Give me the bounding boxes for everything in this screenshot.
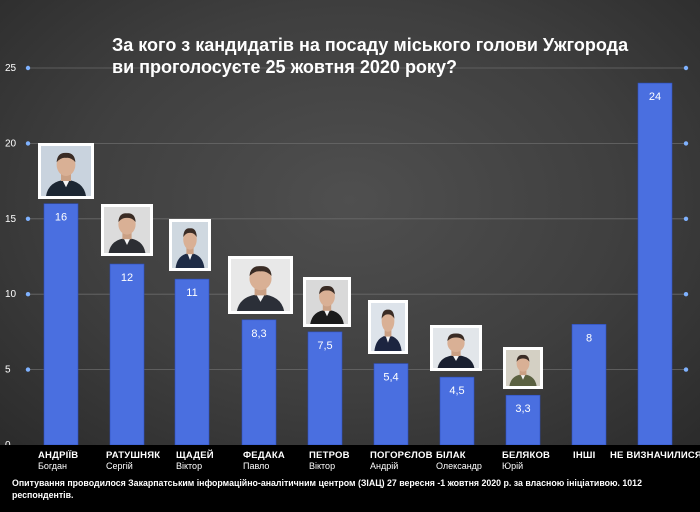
bar-value-label: 8,3 bbox=[251, 328, 266, 340]
bar-value-label: 8 bbox=[586, 332, 592, 344]
y-tick-label: 10 bbox=[5, 289, 17, 300]
y-tick-label: 5 bbox=[5, 365, 11, 376]
gridline-dot-right bbox=[683, 292, 689, 297]
category-label: ПОГОРЄЛОВ Андрій bbox=[370, 450, 433, 472]
category-label: ФЕДАКА Павло bbox=[243, 450, 285, 472]
bar bbox=[174, 278, 210, 445]
category-label: ПЕТРОВ Віктор bbox=[309, 450, 350, 472]
candidate-photo-bilak bbox=[430, 325, 482, 371]
category-surname: ПЕТРОВ bbox=[309, 450, 350, 461]
gridline-dot-left bbox=[25, 141, 31, 146]
candidate-photo-petrov bbox=[303, 277, 351, 327]
category-first-name: Андрій bbox=[370, 461, 399, 471]
candidate-photo-andriiv bbox=[38, 143, 94, 199]
category-surname: РАТУШНЯК bbox=[106, 450, 161, 461]
category-first-name: Юрій bbox=[502, 461, 524, 471]
bar bbox=[109, 263, 145, 445]
bar-value-label: 11 bbox=[186, 287, 197, 299]
bar bbox=[505, 394, 541, 445]
category-first-name: Віктор bbox=[309, 461, 336, 471]
category-label: ІНШІ bbox=[573, 450, 596, 461]
bar bbox=[571, 324, 607, 445]
candidate-photo-pohorielov bbox=[368, 300, 408, 354]
bar bbox=[43, 203, 79, 445]
bar-value-label: 7,5 bbox=[317, 340, 332, 352]
gridline-dot-right bbox=[683, 367, 689, 372]
gridline-dot-right bbox=[683, 216, 689, 221]
category-label: НЕ ВИЗНАЧИЛИСЯ bbox=[610, 450, 700, 461]
bar bbox=[307, 331, 343, 445]
category-surname: БІЛАК bbox=[436, 450, 466, 461]
category-surname: БЕЛЯКОВ bbox=[502, 450, 551, 461]
survey-footnote: Опитування проводилося Закарпатським інф… bbox=[12, 478, 642, 500]
category-first-name: Олександр bbox=[436, 461, 482, 471]
category-first-name: Богдан bbox=[38, 461, 68, 471]
category-surname: ІНШІ bbox=[573, 450, 596, 461]
bar-chart: 0 5 10 15 20 25 16 12 11 8,3 7,5 5,4 4,5 3,3 8 24 bbox=[5, 63, 689, 445]
y-tick-label: 15 bbox=[5, 214, 17, 225]
bar-value-label: 16 bbox=[55, 212, 67, 224]
category-first-name: Павло bbox=[243, 461, 270, 471]
category-first-name: Сергій bbox=[106, 461, 133, 471]
gridline-dot-left bbox=[25, 216, 31, 221]
chart-area: 0 5 10 15 20 25 16 12 11 8,3 7,5 5,4 4,5 3,3 8 24 За ко… bbox=[0, 0, 700, 445]
category-label: РАТУШНЯК Сергій bbox=[106, 450, 160, 472]
category-labels: АНДРІЇВ Богдан РАТУШНЯК Сергій ЩАДЕЙ Віктор ФЕ… bbox=[0, 445, 700, 475]
gridline-dot-left bbox=[25, 367, 31, 372]
category-surname: НЕ ВИЗНАЧИЛИСЯ bbox=[610, 450, 700, 461]
candidate-photo-beliakov bbox=[503, 347, 543, 389]
bar-value-label: 5,4 bbox=[383, 372, 398, 384]
candidate-photo-shchadei bbox=[169, 219, 211, 271]
candidate-photo-ratushniak bbox=[101, 204, 153, 256]
gridline-dot-right bbox=[683, 141, 689, 146]
category-label: БІЛАК Олександр bbox=[436, 450, 482, 472]
category-surname: ЩАДЕЙ bbox=[176, 450, 214, 461]
bar-value-label: 12 bbox=[121, 272, 133, 284]
gridline-dot-right bbox=[683, 65, 689, 71]
bar-value-label: 24 bbox=[649, 91, 661, 103]
bar bbox=[637, 82, 673, 445]
chart-title-line-1: За кого з кандидатів на посаду міського … bbox=[112, 35, 629, 55]
bar bbox=[439, 376, 475, 445]
candidate-photo-fedaka bbox=[228, 256, 293, 314]
bar bbox=[241, 319, 277, 445]
bar bbox=[373, 363, 409, 445]
category-label: БЕЛЯКОВ Юрій bbox=[502, 450, 550, 472]
bar-value-label: 4,5 bbox=[449, 385, 464, 397]
y-tick-label: 0 bbox=[5, 440, 11, 445]
y-tick-label: 25 bbox=[5, 63, 17, 74]
category-first-name: Віктор bbox=[176, 461, 203, 471]
category-label: АНДРІЇВ Богдан bbox=[38, 450, 78, 472]
bar-value-label: 3,3 bbox=[515, 403, 530, 415]
gridline-dot-left bbox=[25, 292, 31, 297]
gridline-dot-left bbox=[25, 65, 31, 71]
y-tick-label: 20 bbox=[5, 138, 17, 149]
category-surname: ФЕДАКА bbox=[243, 450, 285, 461]
category-surname: ПОГОРЄЛОВ bbox=[370, 450, 433, 461]
category-label: ЩАДЕЙ Віктор bbox=[176, 450, 214, 472]
chart-title-line-2: ви проголосуєте 25 жовтня 2020 року? bbox=[112, 57, 457, 77]
chart-title: За кого з кандидатів на посаду міського … bbox=[112, 34, 672, 78]
category-surname: АНДРІЇВ bbox=[38, 450, 79, 461]
